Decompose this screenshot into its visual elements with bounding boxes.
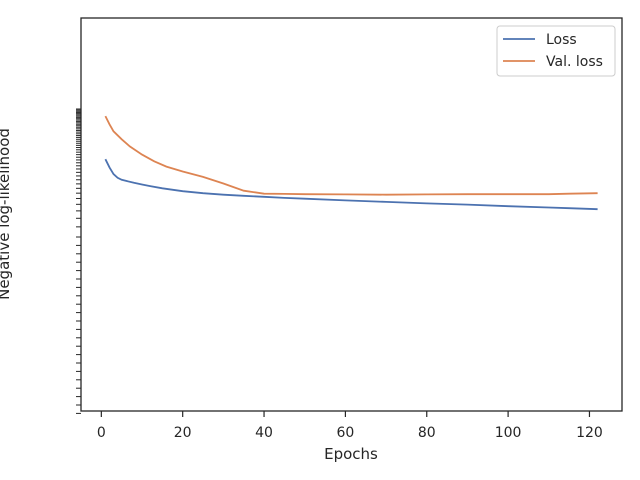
x-tick-label: 80 [418, 425, 436, 441]
y-axis-label: Negative log-likelihood [0, 128, 13, 300]
legend: Loss Val. loss [496, 25, 616, 77]
series-line-loss [104, 158, 598, 211]
x-tick-label: 40 [255, 425, 273, 441]
x-tick-label: 0 [97, 425, 106, 441]
legend-label-loss: Loss [546, 32, 577, 48]
x-tick-label: 100 [495, 425, 522, 441]
x-tick-label: 20 [174, 425, 192, 441]
series-lines [104, 115, 598, 211]
x-tick-label: 120 [576, 425, 603, 441]
x-axis-label: Epochs [324, 445, 378, 463]
series-line-val-loss [104, 115, 598, 196]
x-axis-ticks: 0 20 40 60 80 100 120 [97, 411, 603, 441]
y-axis-ticks [76, 108, 81, 414]
legend-label-val-loss: Val. loss [546, 54, 603, 70]
x-tick-label: 60 [336, 425, 354, 441]
plot-frame [80, 17, 623, 412]
